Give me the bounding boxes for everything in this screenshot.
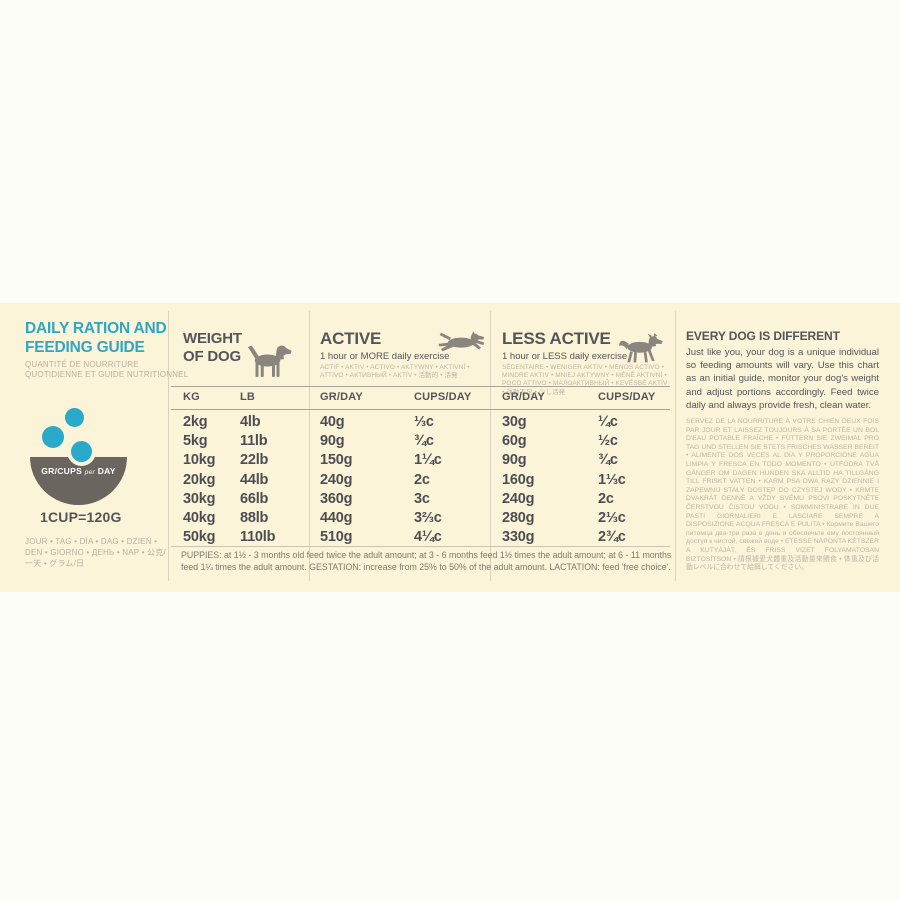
table-cell: 110lb bbox=[240, 529, 276, 546]
table-cell: 4lb bbox=[240, 414, 261, 430]
table-cell: 10kg bbox=[183, 452, 216, 469]
kibble-icon bbox=[71, 441, 92, 462]
weight-kg-column: 2kg 5kg 10kg 20kg 30kg 40kg 50kg bbox=[183, 413, 215, 547]
less-active-cups-column: ¼c ½c ¾c 1⅓c 2c 2⅓c 2¾c bbox=[598, 413, 626, 547]
table-cell: 440g bbox=[320, 509, 353, 526]
table-cell: 44lb bbox=[240, 471, 269, 488]
less-active-section-subtitle: 1 hour or LESS daily exercise bbox=[502, 351, 628, 362]
info-section-title: EVERY DOG IS DIFFERENT bbox=[686, 329, 840, 343]
less-active-gr-column: 30g 60g 90g 160g 240g 280g 330g bbox=[502, 413, 534, 547]
table-cell: ¼c bbox=[598, 414, 618, 430]
bowl-label-grcups: GR/CUPS bbox=[41, 466, 83, 476]
table-cell: 30g bbox=[502, 414, 527, 430]
divider bbox=[309, 311, 310, 581]
page-subtitle: QUANTITÉ DE NOURRITURE QUOTIDIENNE ET GU… bbox=[25, 360, 188, 380]
active-section-translations: ACTIF • AKTIV • ACTIVO • AKTYWNY • AKTIV… bbox=[320, 364, 470, 380]
language-list: JOUR • TAG • DÍA • DAG • DZIEŃ • DEN • G… bbox=[25, 537, 166, 568]
table-cell: 88lb bbox=[240, 509, 269, 526]
table-cell: ¾c bbox=[598, 452, 618, 469]
table-cell: 160g bbox=[502, 471, 535, 488]
cup-conversion: 1CUP=120G bbox=[40, 509, 122, 525]
active-section-subtitle: 1 hour or MORE daily exercise bbox=[320, 351, 450, 362]
feeding-band bbox=[0, 303, 900, 592]
active-section-title: ACTIVE bbox=[320, 329, 382, 348]
divider bbox=[171, 546, 670, 547]
table-cell: 90g bbox=[320, 433, 345, 450]
footnote-puppies: PUPPIES: at 1½ - 3 months old feed twice… bbox=[181, 550, 672, 572]
dog-standing-icon bbox=[245, 343, 293, 381]
table-cell: 280g bbox=[502, 509, 535, 526]
table-cell: 40kg bbox=[183, 509, 216, 526]
table-cell: ⅓c bbox=[414, 414, 434, 430]
divider bbox=[171, 386, 670, 387]
divider bbox=[168, 311, 169, 581]
table-cell: 2⅓c bbox=[598, 509, 626, 526]
less-active-section-title: LESS ACTIVE bbox=[502, 329, 611, 348]
table-cell: 510g bbox=[320, 529, 353, 546]
active-gr-column: 40g 90g 150g 240g 360g 440g 510g bbox=[320, 413, 352, 547]
table-cell: 240g bbox=[502, 490, 535, 507]
table-cell: 1¼c bbox=[414, 452, 442, 469]
dog-walking-icon bbox=[617, 333, 665, 363]
bowl-label: GR/CUPS per DAY bbox=[41, 466, 116, 476]
table-cell: 2c bbox=[414, 471, 430, 488]
table-cell: 66lb bbox=[240, 490, 269, 507]
weight-title-line1: WEIGHT bbox=[183, 330, 242, 347]
page-title-line1: DAILY RATION AND bbox=[25, 320, 167, 337]
kibble-icon bbox=[65, 408, 84, 427]
info-section-translations: SERVEZ DE LA NOURRITURE À VOTRE CHIEN DE… bbox=[686, 418, 879, 572]
table-cell: 60g bbox=[502, 433, 527, 450]
bowl-label-day: DAY bbox=[97, 466, 116, 476]
column-header-grday-active: GR/DAY bbox=[320, 391, 363, 403]
active-cups-column: ⅓c ¾c 1¼c 2c 3c 3⅔c 4¼c bbox=[414, 413, 442, 547]
table-cell: 20kg bbox=[183, 471, 216, 488]
kibble-icon bbox=[42, 426, 64, 448]
weight-section-title: WEIGHT OF DOG bbox=[183, 330, 242, 366]
table-cell: ¾c bbox=[414, 433, 434, 450]
table-cell: 360g bbox=[320, 490, 353, 507]
column-header-cupsday-less: CUPS/DAY bbox=[598, 391, 656, 403]
column-header-lb: LB bbox=[240, 391, 256, 403]
table-cell: 50kg bbox=[183, 529, 216, 546]
table-cell: 1⅓c bbox=[598, 471, 626, 488]
table-cell: 330g bbox=[502, 529, 535, 546]
table-cell: 3⅔c bbox=[414, 509, 442, 526]
less-active-section-translations: SÉDENTAIRE • WENIGER AKTIV • MENOS ACTIV… bbox=[502, 364, 668, 396]
table-cell: 2c bbox=[598, 490, 614, 507]
table-cell: 2¾c bbox=[598, 529, 626, 546]
table-cell: 22lb bbox=[240, 452, 269, 469]
page-subtitle-line1: QUANTITÉ DE NOURRITURE bbox=[25, 360, 139, 369]
table-cell: 90g bbox=[502, 452, 527, 469]
info-section-body: Just like you, your dog is a unique indi… bbox=[686, 347, 879, 411]
weight-title-line2: OF DOG bbox=[183, 348, 241, 365]
weight-lb-column: 4lb 11lb 22lb 44lb 66lb 88lb 110lb bbox=[240, 413, 275, 547]
divider bbox=[675, 311, 676, 581]
page-title: DAILY RATION AND FEEDING GUIDE bbox=[25, 319, 167, 357]
page-subtitle-line2: QUOTIDIENNE ET GUIDE NUTRITIONNEL bbox=[25, 370, 189, 379]
table-cell: 4¼c bbox=[414, 529, 442, 546]
bowl-label-per: per bbox=[84, 469, 96, 476]
table-cell: 5kg bbox=[183, 433, 208, 450]
table-cell: 240g bbox=[320, 471, 353, 488]
column-header-grday-less: GR/DAY bbox=[502, 391, 545, 403]
table-cell: ½c bbox=[598, 433, 618, 450]
divider bbox=[171, 409, 670, 410]
column-header-kg: KG bbox=[183, 391, 200, 403]
table-cell: 30kg bbox=[183, 490, 216, 507]
table-cell: 150g bbox=[320, 452, 353, 469]
table-cell: 3c bbox=[414, 490, 430, 507]
divider bbox=[490, 311, 491, 581]
table-cell: 40g bbox=[320, 414, 345, 430]
table-cell: 2kg bbox=[183, 414, 208, 430]
page-title-line2: FEEDING GUIDE bbox=[25, 339, 145, 356]
table-cell: 11lb bbox=[240, 433, 268, 450]
dog-running-icon bbox=[436, 331, 486, 358]
column-header-cupsday-active: CUPS/DAY bbox=[414, 391, 472, 403]
